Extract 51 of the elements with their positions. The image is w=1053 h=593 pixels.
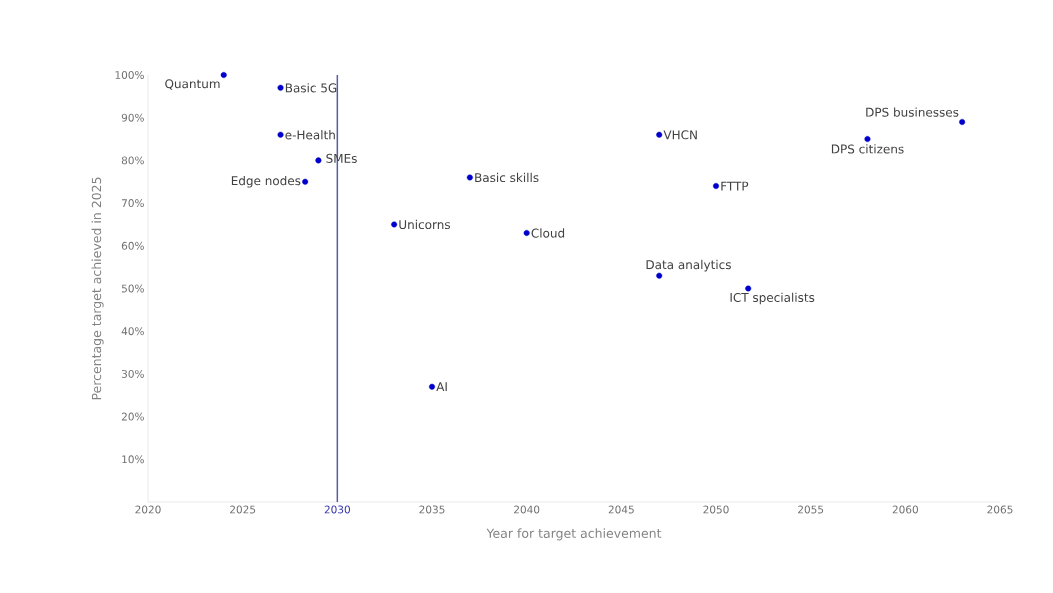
- x-tick-label: 2065: [987, 505, 1013, 514]
- x-tick-label: 2040: [514, 505, 540, 514]
- y-tick-label: 60%: [121, 241, 144, 250]
- y-axis-title: Percentage target achieved in 2025: [91, 177, 104, 400]
- annotation: DPS businesses: [866, 107, 959, 117]
- x-tick-label: 2045: [608, 505, 634, 514]
- point: [302, 178, 309, 185]
- point: [713, 183, 719, 190]
- point: [315, 157, 322, 164]
- point: [745, 285, 752, 292]
- annotation: Basic 5G: [285, 83, 337, 93]
- x-tick-label: 2030: [324, 505, 350, 514]
- point: [277, 131, 284, 138]
- x-tick-label: 2055: [798, 505, 824, 514]
- annotation: Data analytics: [646, 259, 731, 272]
- point: [864, 136, 871, 143]
- point: [429, 383, 435, 390]
- annotation: DPS citizens: [831, 144, 904, 154]
- annotation: AI: [436, 382, 447, 392]
- x-tick-label: 2050: [703, 505, 729, 514]
- point: [220, 72, 227, 78]
- point: [656, 272, 663, 279]
- point: [959, 118, 966, 125]
- y-tick-label: 100%: [115, 71, 144, 79]
- y-tick-label: 20%: [121, 412, 144, 421]
- y-tick-label: 10%: [122, 455, 144, 464]
- point: [391, 221, 398, 228]
- annotation: Basic skills: [475, 172, 539, 183]
- annotation: ICT specialists: [730, 292, 815, 305]
- y-tick-label: 70%: [122, 199, 144, 208]
- x-tick-label: 2060: [892, 505, 918, 514]
- annotation: Cloud: [531, 228, 565, 238]
- annotation: Quantum: [165, 79, 220, 90]
- y-tick-label: 50%: [121, 284, 144, 293]
- point: [277, 84, 284, 91]
- annotation: Unicorns: [399, 219, 451, 230]
- annotation: Edge nodes: [231, 175, 301, 188]
- y-tick-label: 90%: [121, 113, 144, 122]
- point: [656, 131, 663, 138]
- point: [523, 229, 530, 236]
- y-tick-label: 40%: [121, 327, 144, 336]
- annotation: e-Health: [285, 130, 335, 140]
- point: [466, 174, 473, 181]
- y-tick-label: 80%: [121, 156, 144, 165]
- annotation: FTTP: [721, 181, 749, 191]
- x-tick-label: 2020: [135, 505, 161, 514]
- x-axis-title: Year for target achievement: [486, 528, 662, 541]
- annotation: VHCN: [663, 130, 697, 140]
- x-tick-label: 2035: [419, 505, 445, 514]
- y-tick-label: 30%: [121, 369, 144, 378]
- x-tick-label: 2025: [230, 505, 256, 514]
